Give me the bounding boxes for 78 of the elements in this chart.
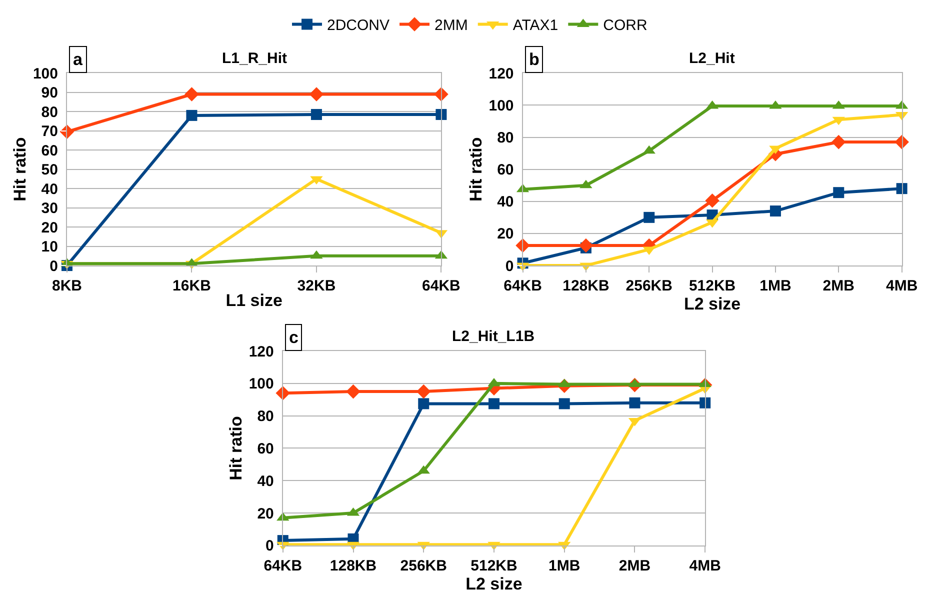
legend-label: 2MM xyxy=(434,17,468,34)
y-tick-label: 90 xyxy=(41,84,58,102)
y-tick-label: 100 xyxy=(248,376,274,393)
point xyxy=(418,398,430,410)
y-tick-label: 100 xyxy=(32,65,58,82)
point xyxy=(629,397,640,408)
point xyxy=(833,187,844,198)
x-tick-label: 256KB xyxy=(400,557,448,574)
point xyxy=(644,212,655,223)
y-tick-label: 120 xyxy=(488,65,514,82)
point xyxy=(558,398,570,410)
point xyxy=(700,397,711,408)
y-tick-label: 0 xyxy=(266,538,274,555)
y-tick-label: 80 xyxy=(257,408,274,426)
y-tick-label: 20 xyxy=(41,219,58,236)
y-tick-label: 70 xyxy=(41,123,58,140)
legend-label: 2DCONV xyxy=(327,17,390,34)
point xyxy=(770,206,781,217)
x-axis-title: L2 size xyxy=(466,574,522,594)
point xyxy=(309,87,324,102)
y-axis-title: Hit ratio xyxy=(466,137,486,202)
y-tick-label: 80 xyxy=(41,104,58,121)
point xyxy=(310,108,322,120)
chart-title: L1_R_Hit xyxy=(222,50,288,67)
x-tick-label: 4MB xyxy=(886,278,918,295)
x-tick-label: 256KB xyxy=(626,278,673,295)
point xyxy=(186,110,198,121)
x-tick-label: 16KB xyxy=(172,278,212,295)
point xyxy=(184,87,199,102)
y-tick-label: 20 xyxy=(497,226,514,243)
x-tick-label: 64KB xyxy=(264,557,302,574)
x-tick-label: 128KB xyxy=(562,278,610,295)
y-tick-label: 40 xyxy=(497,194,514,211)
y-tick-label: 60 xyxy=(257,440,274,458)
y-tick-label: 20 xyxy=(257,505,274,522)
point xyxy=(346,384,360,399)
point xyxy=(896,183,908,194)
y-tick-label: 60 xyxy=(41,142,58,160)
x-tick-label: 4MB xyxy=(689,557,722,574)
x-tick-label: 1MB xyxy=(548,557,580,574)
x-tick-label: 512KB xyxy=(470,557,518,574)
x-tick-label: 32KB xyxy=(297,278,336,295)
y-tick-label: 30 xyxy=(41,200,58,218)
point xyxy=(705,193,720,208)
y-tick-label: 60 xyxy=(497,162,514,179)
point xyxy=(578,238,594,253)
point xyxy=(416,384,431,399)
text: c xyxy=(289,328,298,347)
x-tick-label: 64KB xyxy=(422,278,461,295)
point xyxy=(488,398,500,410)
y-axis-title: Hit ratio xyxy=(226,416,246,480)
x-axis-title: L1 size xyxy=(226,290,282,310)
y-tick-label: 40 xyxy=(41,180,58,198)
legend-label: ATAX1 xyxy=(512,17,558,34)
y-tick-label: 10 xyxy=(41,238,58,256)
y-tick-label: 40 xyxy=(257,472,274,490)
text: a xyxy=(73,50,83,69)
chart-title: L2_Hit_L1B xyxy=(452,328,535,345)
x-tick-label: 1MB xyxy=(760,278,792,295)
y-tick-label: 80 xyxy=(497,130,514,146)
chart-title: L2_Hit xyxy=(689,50,735,67)
x-tick-label: 2MB xyxy=(822,278,855,295)
y-tick-label: 100 xyxy=(488,97,514,114)
x-tick-label: 64KB xyxy=(504,278,542,295)
x-tick-label: 2MB xyxy=(618,557,651,574)
x-tick-label: 512KB xyxy=(688,278,736,295)
legend-label: CORR xyxy=(603,17,648,34)
y-tick-label: 0 xyxy=(50,258,58,275)
point xyxy=(436,108,447,120)
text: b xyxy=(529,50,540,69)
y-tick-label: 50 xyxy=(41,162,58,179)
y-tick-label: 0 xyxy=(505,258,514,275)
y-tick-label: 120 xyxy=(248,343,274,360)
point xyxy=(831,134,846,150)
x-axis-title: L2 size xyxy=(684,294,741,314)
y-axis-title: Hit ratio xyxy=(10,137,30,202)
x-tick-label: 8KB xyxy=(52,278,82,295)
x-tick-label: 128KB xyxy=(330,557,377,574)
